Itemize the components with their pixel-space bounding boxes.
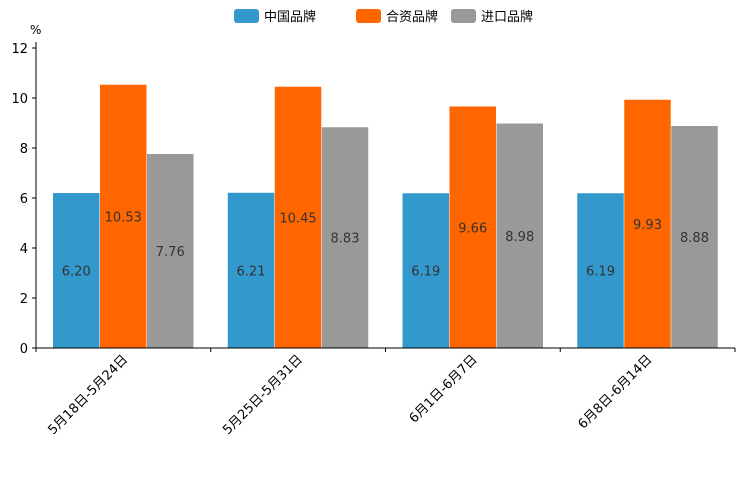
data-label: 10.53 [105,210,142,225]
y-tick-label: 12 [11,42,28,57]
legend-label: 进口品牌 [481,9,533,25]
data-label: 8.98 [505,230,534,245]
data-label: 9.66 [458,221,487,236]
bar [274,86,322,348]
bar [449,106,496,348]
y-tick-label: 8 [20,142,28,157]
data-label: 6.20 [62,265,91,280]
bars: 6.20 10.53 7.76 6.21 10.45 8.83 6.19 9.66 8.98 6.… [53,84,718,348]
bar [321,127,369,348]
data-label: 7.76 [156,245,185,260]
x-tick-label: 5月25日-5月31日 [220,352,306,438]
x-axis: 5月18日-5月24日 5月25日-5月31日 6月1日-6月7日 6月8日-6月14… [35,347,736,438]
legend-item[interactable]: 进口品牌 [451,9,533,25]
legend-item[interactable]: 中国品牌 [234,9,316,25]
y-tick-label: 4 [20,242,28,257]
legend-swatch [234,9,259,23]
y-tick-label: 6 [20,192,28,207]
y-tick-label: 2 [20,292,28,307]
bar [671,126,718,348]
legend-swatch [356,9,381,23]
y-tick-label: 10 [11,92,28,107]
legend-label: 中国品牌 [264,9,316,25]
x-tick-label: 5月18日-5月24日 [45,352,131,438]
data-label: 6.21 [237,264,266,279]
bar [577,193,624,348]
x-tick-label: 6月1日-6月7日 [407,352,481,426]
y-tick-label: 0 [20,342,28,357]
bar [624,99,671,348]
legend: 中国品牌 合资品牌 进口品牌 [234,9,533,25]
x-tick-label: 6月8日-6月14日 [576,352,656,432]
bar [496,123,543,348]
bar [100,84,147,348]
legend-label: 合资品牌 [386,9,438,25]
data-label: 10.45 [279,211,316,226]
bar [227,192,275,348]
data-label: 8.83 [331,232,360,247]
data-label: 6.19 [586,265,615,280]
legend-swatch [451,9,476,23]
legend-item[interactable]: 合资品牌 [356,9,438,25]
bar [53,193,100,348]
data-label: 9.93 [633,218,662,233]
data-label: 8.88 [680,231,709,246]
bar [147,154,194,348]
data-label: 6.19 [411,265,440,280]
bar [402,193,449,348]
y-axis-unit-label: % [30,23,41,37]
y-axis: 0 2 4 6 8 10 12 [11,42,37,357]
